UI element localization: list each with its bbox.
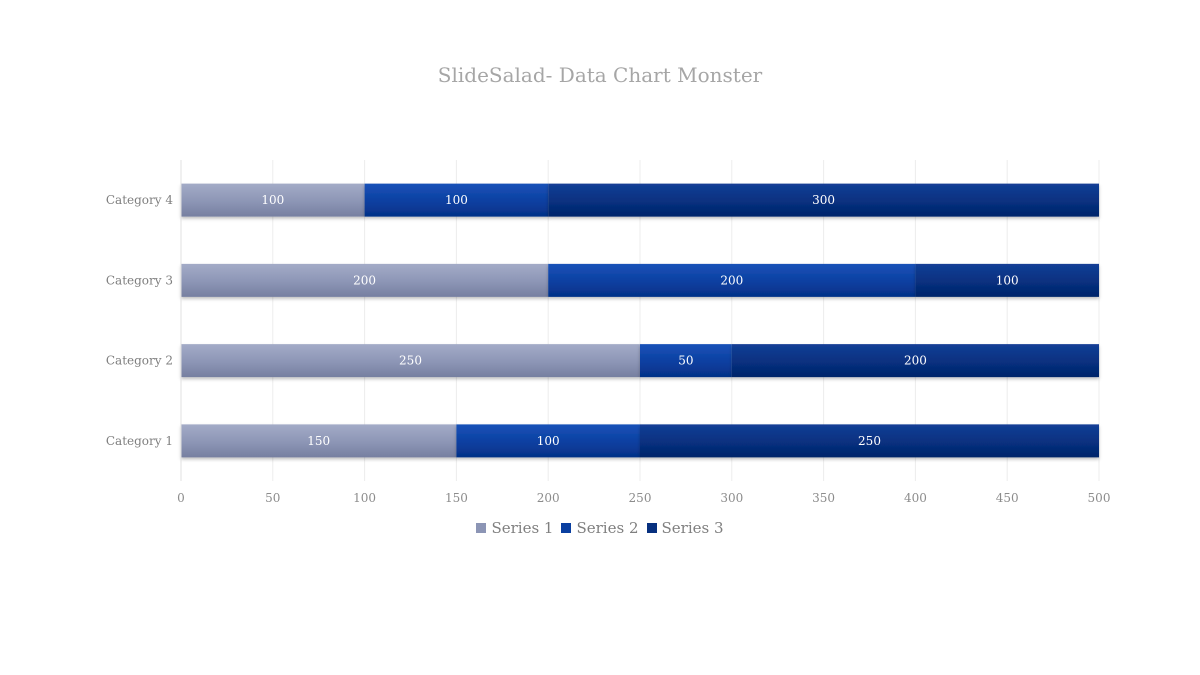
y-axis: Category 1 Category 2 Category 3 Category 4 bbox=[106, 160, 182, 481]
data-label: 250 bbox=[858, 434, 881, 448]
bar-series-2-category-2 bbox=[640, 344, 732, 378]
legend-label: Series 3 bbox=[661, 519, 724, 537]
y-tick-label: Category 4 bbox=[106, 193, 173, 207]
legend-swatch bbox=[476, 523, 487, 533]
data-label: 100 bbox=[537, 434, 560, 448]
data-label: 50 bbox=[678, 354, 693, 368]
bar-series-3-category-1 bbox=[640, 424, 1099, 458]
data-label: 250 bbox=[399, 354, 422, 368]
y-tick-label: Category 1 bbox=[106, 434, 173, 448]
x-tick-label: 200 bbox=[537, 491, 560, 505]
data-label: 100 bbox=[261, 193, 284, 207]
x-tick-label: 250 bbox=[629, 491, 652, 505]
data-label: 300 bbox=[812, 193, 835, 207]
x-tick-label: 50 bbox=[265, 491, 280, 505]
x-tick-label: 400 bbox=[904, 491, 927, 505]
x-tick-label: 450 bbox=[996, 491, 1019, 505]
x-tick-label: 500 bbox=[1088, 491, 1111, 505]
y-tick-label: Category 2 bbox=[106, 354, 173, 368]
bar-series-1-category-1 bbox=[181, 424, 457, 458]
bar-series-3-category-4 bbox=[548, 183, 1099, 217]
data-label: 100 bbox=[445, 193, 468, 207]
legend-swatch bbox=[561, 523, 572, 533]
legend: Series 1 Series 2 Series 3 bbox=[0, 519, 1200, 537]
legend-label: Series 1 bbox=[491, 519, 554, 537]
data-label: 200 bbox=[904, 354, 927, 368]
data-label: 200 bbox=[720, 273, 743, 287]
bar-series-1-category-3 bbox=[181, 263, 549, 297]
data-label: 150 bbox=[307, 434, 330, 448]
legend-item-series-2: Series 2 bbox=[561, 519, 639, 537]
chart-title: SlideSalad- Data Chart Monster bbox=[437, 63, 763, 87]
data-label: 100 bbox=[996, 273, 1019, 287]
legend-label: Series 2 bbox=[576, 519, 639, 537]
legend-item-series-3: Series 3 bbox=[646, 519, 724, 537]
legend-item-series-1: Series 1 bbox=[476, 519, 553, 537]
legend-swatch bbox=[646, 523, 657, 533]
x-tick-label: 350 bbox=[812, 491, 835, 505]
bar-series-1-category-2 bbox=[181, 344, 640, 378]
data-label: 200 bbox=[353, 273, 376, 287]
x-tick-label: 100 bbox=[353, 491, 376, 505]
y-tick-label: Category 3 bbox=[106, 273, 173, 287]
bars bbox=[181, 183, 1099, 458]
x-tick-label: 150 bbox=[445, 491, 468, 505]
data-labels: 150 100 250 250 50 200 200 200 100 100 100 300 bbox=[261, 193, 1018, 448]
bar-series-1-category-4 bbox=[181, 183, 365, 217]
bar-series-3-category-3 bbox=[915, 263, 1099, 297]
bar-series-2-category-3 bbox=[548, 263, 916, 297]
bar-series-2-category-4 bbox=[364, 183, 549, 217]
x-tick-label: 0 bbox=[177, 491, 185, 505]
bar-series-2-category-1 bbox=[456, 424, 640, 458]
x-axis: 0 50 100 150 200 250 300 350 400 450 500 bbox=[177, 491, 1110, 505]
bar-series-3-category-2 bbox=[731, 344, 1099, 378]
x-tick-label: 300 bbox=[720, 491, 743, 505]
